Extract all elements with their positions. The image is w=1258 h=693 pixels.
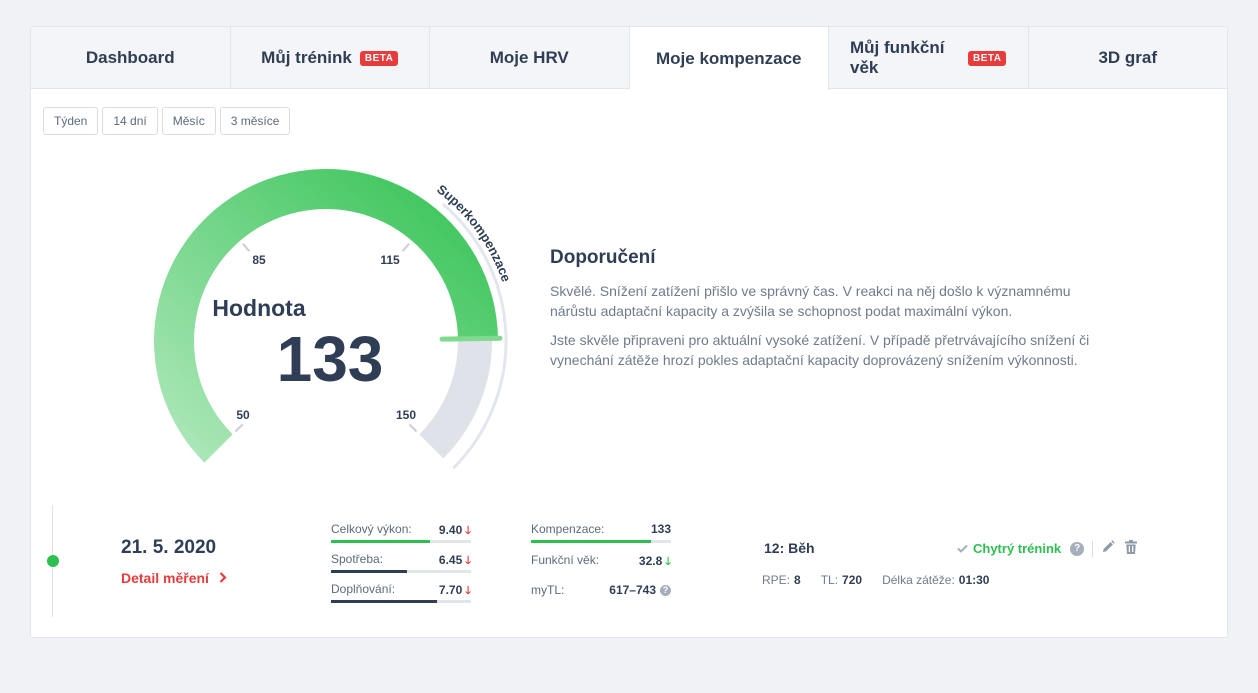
gauge-tick-mark — [401, 243, 410, 252]
trash-icon[interactable] — [1125, 540, 1138, 557]
recommendation-text-1: Skvělé. Snížení zatížení přišlo ve správ… — [550, 283, 1071, 319]
tab-functional-age-label: Můj funkční věk — [850, 38, 945, 77]
arrow-down-icon: 🡓 — [465, 525, 471, 537]
tab-dashboard[interactable]: Dashboard — [31, 27, 231, 89]
gauge-remaining-arc — [419, 338, 493, 459]
tab-my-hrv[interactable]: Moje HRV — [430, 27, 630, 89]
metric-functional-age: Funkční věk: 32.8 🡓 — [531, 553, 671, 568]
arrow-down-icon: 🡓 — [465, 555, 471, 567]
gauge-tick-150: 150 — [396, 408, 416, 422]
duration-stat: Délka zátěže: 01:30 — [882, 573, 990, 587]
arrow-down-icon: 🡓 — [465, 585, 471, 597]
training-stats: RPE: 8 TL: 720 Délka zátěže: 01:30 — [762, 573, 989, 587]
metric-recovery: Doplňování: 7.70 🡓 — [331, 582, 471, 603]
recommendation-title: Doporučení — [550, 247, 656, 268]
check-icon — [957, 541, 968, 556]
record-date: 21. 5. 2020 — [121, 537, 217, 558]
tab-functional-age[interactable]: Můj funkční věk BETA — [829, 27, 1029, 89]
superkompenzace-zone-arc — [441, 202, 508, 470]
rpe-stat: RPE: 8 — [762, 573, 801, 587]
metric-bar-fill — [531, 540, 652, 543]
gauge-value-arc — [154, 169, 498, 463]
edit-icon[interactable] — [1101, 540, 1115, 557]
period-month-button[interactable]: Měsíc — [161, 107, 216, 135]
smart-training-label: Chytrý trénink — [973, 541, 1062, 556]
gauge-tick-115: 115 — [380, 253, 400, 267]
gauge-value: 133 — [277, 323, 384, 395]
main-card: Dashboard Můj trénink BETA Moje HRV Moje… — [30, 26, 1228, 638]
training-title: 12: Běh — [764, 540, 815, 556]
period-3-months-button[interactable]: 3 měsíce — [219, 107, 291, 135]
smart-training-row: Chytrý trénink ? — [957, 540, 1138, 557]
tab-my-training[interactable]: Můj trénink BETA — [231, 27, 430, 89]
gauge-tick-85: 85 — [252, 253, 266, 267]
metric-bar-fill — [331, 540, 431, 543]
period-week-button[interactable]: Týden — [43, 107, 99, 135]
metric-bar-fill — [331, 570, 407, 573]
metric-mytl: myTL: 617–743? — [531, 583, 671, 603]
tab-my-compensation[interactable]: Moje kompenzace — [629, 27, 829, 90]
gauge-title: Hodnota — [212, 295, 305, 321]
period-selector: Týden 14 dní Měsíc 3 měsíce — [43, 107, 291, 135]
beta-badge: BETA — [968, 50, 1007, 66]
divider — [1092, 540, 1094, 557]
gauge-tick-50: 50 — [236, 408, 250, 422]
timeline-dot — [47, 555, 59, 567]
recommendation-panel: Doporučení Skvělé. Snížení zatížení přiš… — [550, 247, 1120, 379]
beta-badge: BETA — [359, 50, 399, 66]
tab-bar: Dashboard Můj trénink BETA Moje HRV Moje… — [31, 27, 1227, 90]
help-icon[interactable]: ? — [660, 585, 671, 596]
recommendation-text-2: Jste skvěle připraveni pro aktuální vyso… — [550, 332, 1090, 368]
tab-3d-graph[interactable]: 3D graf — [1098, 48, 1158, 67]
detail-link[interactable]: Detail měření — [121, 570, 227, 586]
metric-consumption: Spotřeba: 6.45 🡓 — [331, 552, 471, 573]
period-14-days-button[interactable]: 14 dní — [102, 107, 158, 135]
gauge-value-marker — [439, 335, 503, 342]
gauge-tick-mark — [234, 423, 244, 433]
chevron-right-icon — [215, 570, 227, 586]
tl-stat: TL: 720 — [820, 573, 863, 587]
metric-compensation: Kompenzace: 133 — [531, 522, 671, 543]
metric-bar-fill — [331, 600, 438, 603]
compensation-gauge: Superkompenzace Hodnota 133 50 85 115 15… — [154, 169, 514, 470]
help-icon[interactable]: ? — [1070, 541, 1085, 556]
gauge-tick-mark — [242, 243, 251, 252]
arrow-down-icon: 🡓 — [665, 556, 671, 568]
gauge-tick-mark — [408, 423, 418, 433]
metric-total-performance: Celkový výkon: 9.40 🡓 — [331, 522, 471, 543]
